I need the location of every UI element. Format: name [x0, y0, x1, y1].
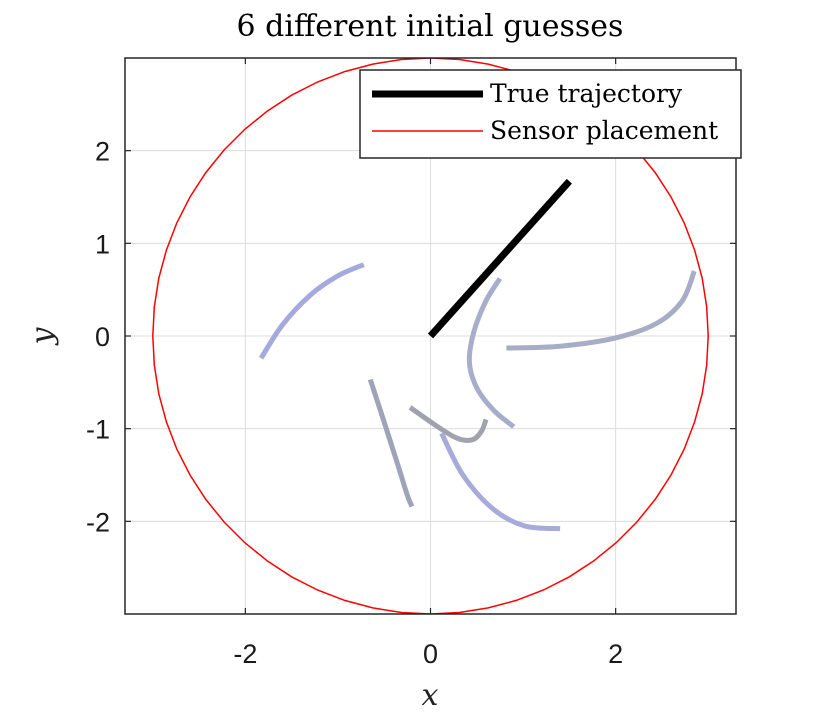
y-axis-label: y: [25, 326, 60, 346]
x-tick-label: 2: [608, 639, 623, 669]
y-tick-label: -2: [86, 507, 110, 537]
x-axis-label: x: [422, 678, 439, 713]
initial-guess-trajectory-2: [466, 277, 516, 429]
legend-label-sensor-placement: Sensor placement: [490, 116, 718, 145]
ticks: -2 0 2 -2 -1 0 1 2: [86, 58, 736, 669]
initial-guess-trajectory-1: [258, 262, 365, 360]
y-tick-label: 0: [95, 322, 110, 352]
initial-guess-trajectory-3: [506, 270, 697, 351]
initial-guess-trajectory-4: [367, 378, 415, 508]
legend-box: [359, 69, 742, 159]
legend: True trajectory Sensor placement: [359, 69, 742, 159]
x-tick-label: 0: [423, 639, 438, 669]
x-tick-label: -2: [233, 639, 257, 669]
legend-label-true-trajectory: True trajectory: [490, 79, 683, 108]
true-trajectory-line: [427, 178, 572, 339]
chart-title: 6 different initial guesses: [237, 9, 624, 44]
initial-guess-trajectory-5: [408, 405, 489, 443]
y-tick-label: 2: [95, 137, 110, 167]
y-tick-label: 1: [95, 229, 110, 259]
initial-guess-trajectory-6: [439, 432, 561, 532]
y-tick-label: -1: [86, 415, 110, 445]
